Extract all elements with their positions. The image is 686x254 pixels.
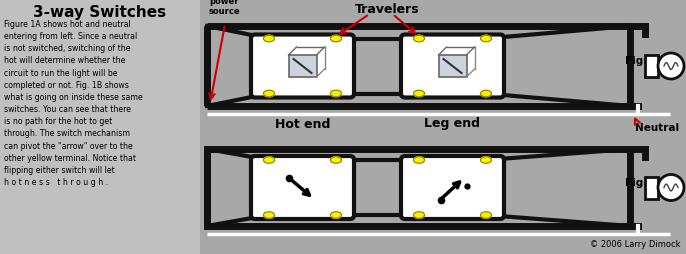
Bar — [438, 55, 466, 77]
Ellipse shape — [414, 212, 425, 218]
Ellipse shape — [331, 212, 342, 218]
Ellipse shape — [331, 157, 342, 163]
Ellipse shape — [480, 90, 491, 97]
Circle shape — [658, 174, 684, 200]
Text: Fig.1A: Fig.1A — [625, 56, 663, 66]
Text: Figure 1A shows hot and neutral
entering from left. Since a neutral
is not switc: Figure 1A shows hot and neutral entering… — [4, 20, 143, 187]
Ellipse shape — [480, 212, 491, 218]
Text: Hot end: Hot end — [275, 118, 330, 131]
Ellipse shape — [480, 35, 491, 42]
FancyBboxPatch shape — [401, 35, 504, 98]
Text: From
power
source: From power source — [209, 0, 241, 16]
Bar — [289, 55, 316, 77]
Circle shape — [658, 53, 684, 79]
Ellipse shape — [263, 90, 274, 97]
Ellipse shape — [263, 157, 274, 163]
Bar — [645, 55, 658, 77]
Text: © 2006 Larry Dimock: © 2006 Larry Dimock — [591, 240, 681, 249]
Text: Fig.1B: Fig.1B — [625, 178, 663, 187]
Bar — [0, 0, 200, 254]
Ellipse shape — [480, 157, 491, 163]
Ellipse shape — [414, 35, 425, 42]
Ellipse shape — [414, 90, 425, 97]
FancyBboxPatch shape — [251, 156, 354, 219]
Text: Travelers: Travelers — [355, 3, 420, 16]
Ellipse shape — [331, 90, 342, 97]
FancyBboxPatch shape — [401, 156, 504, 219]
Ellipse shape — [263, 35, 274, 42]
Ellipse shape — [331, 35, 342, 42]
Ellipse shape — [263, 212, 274, 218]
Ellipse shape — [414, 157, 425, 163]
Text: 3-way Switches: 3-way Switches — [34, 5, 167, 20]
Text: Neutral: Neutral — [635, 123, 679, 133]
Text: Leg end: Leg end — [425, 118, 480, 131]
FancyBboxPatch shape — [251, 35, 354, 98]
Bar — [645, 177, 658, 198]
